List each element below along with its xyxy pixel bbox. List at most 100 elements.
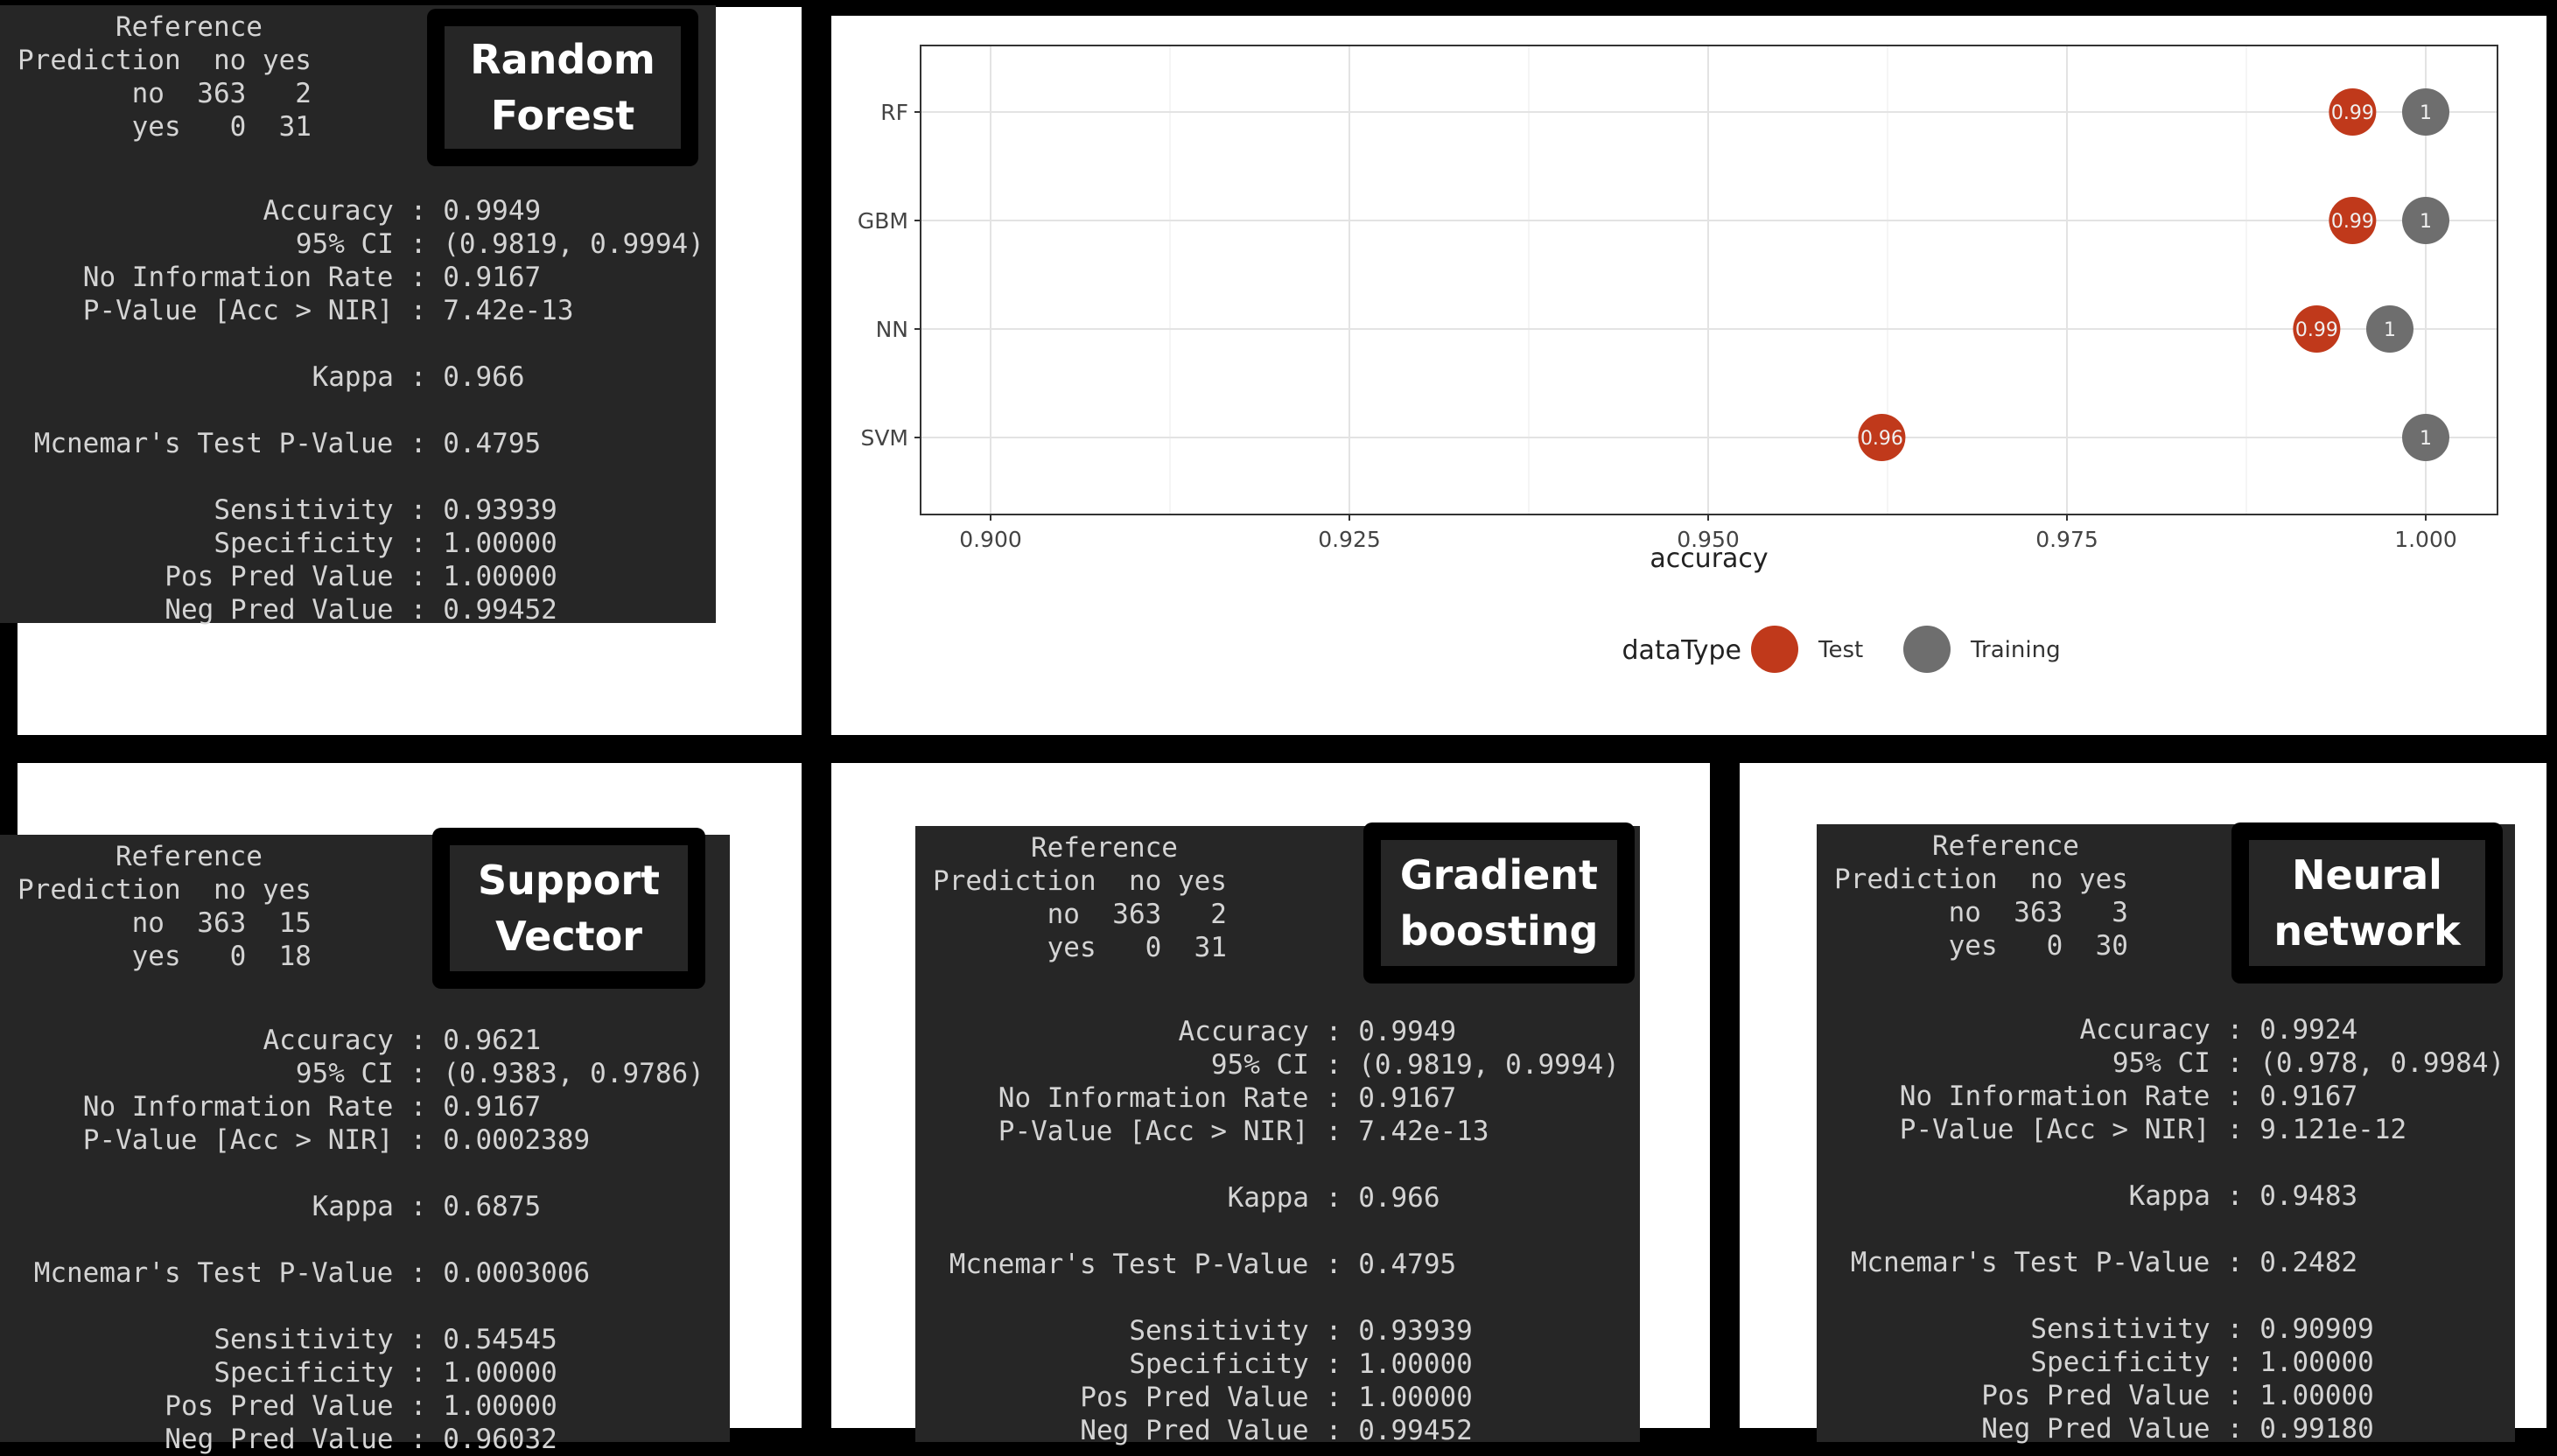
metric-separator: : bbox=[410, 561, 427, 592]
point-training bbox=[2402, 197, 2449, 244]
metric-label: Mcnemar's Test P-Value bbox=[949, 1249, 1309, 1280]
metric-label: Mcnemar's Test P-Value bbox=[33, 428, 394, 459]
point-label: 0.99 bbox=[2331, 211, 2374, 233]
console-line: no 363 2 bbox=[933, 899, 1227, 930]
legend-label-training: Training bbox=[1970, 637, 2061, 663]
metric-label: Sensitivity bbox=[2030, 1313, 2210, 1345]
console-line: Reference bbox=[18, 841, 263, 872]
metric-value: 9.121e-12 bbox=[2259, 1114, 2407, 1145]
x-tick-label: 0.925 bbox=[1318, 527, 1381, 552]
metric-label: P-Value [Acc > NIR] bbox=[1899, 1114, 2210, 1145]
panel-frame-chart bbox=[831, 16, 2546, 735]
metric-value: 0.4795 bbox=[443, 428, 542, 459]
metric-separator: : bbox=[410, 1058, 427, 1089]
metric-value: 1.00000 bbox=[2259, 1380, 2374, 1411]
metric-label: Accuracy bbox=[2079, 1014, 2210, 1046]
metric-value: 0.4795 bbox=[1358, 1249, 1457, 1280]
metric-label: No Information Rate bbox=[82, 1091, 394, 1123]
random-forest-label-box: Random Forest bbox=[427, 9, 698, 166]
console-line: no 363 2 bbox=[18, 78, 312, 109]
metric-value: 0.9483 bbox=[2259, 1180, 2358, 1212]
metric-value: (0.978, 0.9984) bbox=[2259, 1047, 2505, 1079]
console-line: Prediction no yes bbox=[1834, 864, 2128, 895]
metric-value: 1.00000 bbox=[2259, 1347, 2374, 1378]
metric-separator: : bbox=[1325, 1082, 1342, 1114]
metric-label: Accuracy bbox=[1178, 1016, 1309, 1047]
metric-value: 0.9167 bbox=[443, 1091, 542, 1123]
metric-separator: : bbox=[2226, 1413, 2244, 1445]
console-line: yes 0 31 bbox=[18, 111, 312, 143]
metric-value: (0.9819, 0.9994) bbox=[1358, 1049, 1620, 1081]
legend-label-test: Test bbox=[1818, 637, 1863, 663]
metric-separator: : bbox=[410, 494, 427, 526]
metric-value: 0.9167 bbox=[2259, 1081, 2358, 1112]
neural-network-label-box: Neural network bbox=[2231, 822, 2503, 984]
metric-label: Neg Pred Value bbox=[1080, 1415, 1309, 1446]
y-tick-label: SVM bbox=[860, 425, 908, 451]
point-training bbox=[2402, 88, 2449, 136]
metric-value: 0.0003006 bbox=[443, 1257, 591, 1289]
metric-separator: : bbox=[410, 262, 427, 293]
metric-value: 0.9167 bbox=[443, 262, 542, 293]
metric-value: 0.9167 bbox=[1358, 1082, 1457, 1114]
metric-value: 0.9924 bbox=[2259, 1014, 2358, 1046]
metric-label: Neg Pred Value bbox=[165, 1424, 394, 1455]
legend-swatch-test bbox=[1751, 626, 1798, 673]
metric-separator: : bbox=[410, 1091, 427, 1123]
x-axis-label: accuracy bbox=[1650, 543, 1768, 574]
console-line: Prediction no yes bbox=[18, 45, 312, 76]
metric-value: 0.93939 bbox=[1358, 1315, 1473, 1347]
metric-separator: : bbox=[410, 1357, 427, 1389]
point-label: 0.96 bbox=[1860, 428, 1903, 450]
metric-label: No Information Rate bbox=[82, 262, 394, 293]
metric-label: Kappa bbox=[2128, 1180, 2210, 1212]
metric-label: 95% CI bbox=[295, 228, 394, 260]
metric-label: Pos Pred Value bbox=[165, 1390, 394, 1422]
metric-separator: : bbox=[410, 1390, 427, 1422]
legend-swatch-training bbox=[1903, 626, 1951, 673]
metric-separator: : bbox=[410, 594, 427, 626]
metric-value: 0.966 bbox=[443, 361, 525, 393]
metric-label: P-Value [Acc > NIR] bbox=[998, 1116, 1309, 1147]
random-forest-console-output: Reference Prediction no yes no 363 2 yes … bbox=[0, 5, 716, 626]
metric-value: 0.9621 bbox=[443, 1025, 542, 1056]
metric-separator: : bbox=[2226, 1047, 2244, 1079]
point-training bbox=[2366, 305, 2413, 353]
data-points: 1 1 1 1 0.99 0.99 0.99 0.96 bbox=[1858, 88, 2449, 461]
metric-label: Sensitivity bbox=[214, 1324, 394, 1355]
y-axis-tick-labels: RF GBM NN SVM bbox=[858, 100, 921, 451]
y-tick-label: NN bbox=[876, 317, 908, 342]
point-test bbox=[1858, 414, 1906, 461]
support-vector-label-box: Support Vector bbox=[432, 828, 705, 989]
point-label: 1 bbox=[2420, 428, 2432, 450]
metric-label: Accuracy bbox=[263, 195, 394, 227]
metric-label: Kappa bbox=[312, 361, 394, 393]
metric-value: 0.99180 bbox=[2259, 1413, 2374, 1445]
metric-label: Kappa bbox=[312, 1191, 394, 1222]
y-tick-label: GBM bbox=[858, 208, 908, 234]
metric-label: 95% CI bbox=[295, 1058, 394, 1089]
metric-value: 0.6875 bbox=[443, 1191, 542, 1222]
metric-separator: : bbox=[410, 195, 427, 227]
metric-label: Sensitivity bbox=[214, 494, 394, 526]
metric-label: Mcnemar's Test P-Value bbox=[33, 1257, 394, 1289]
metric-label: P-Value [Acc > NIR] bbox=[82, 295, 394, 326]
legend: dataType Test Training bbox=[1622, 626, 2061, 673]
metric-separator: : bbox=[410, 1324, 427, 1355]
metric-label: Specificity bbox=[214, 1357, 394, 1389]
metric-value: 0.9949 bbox=[1358, 1016, 1457, 1047]
metric-separator: : bbox=[1325, 1315, 1342, 1347]
metric-label: Pos Pred Value bbox=[165, 561, 394, 592]
metric-value: 1.00000 bbox=[1358, 1348, 1473, 1380]
metric-separator: : bbox=[410, 228, 427, 260]
metric-separator: : bbox=[2226, 1014, 2244, 1046]
metric-label: Neg Pred Value bbox=[165, 594, 394, 626]
metric-label: Accuracy bbox=[263, 1025, 394, 1056]
console-line: Reference bbox=[933, 832, 1178, 864]
metric-separator: : bbox=[1325, 1049, 1342, 1081]
metric-separator: : bbox=[2226, 1081, 2244, 1112]
metric-value: 0.2482 bbox=[2259, 1247, 2358, 1278]
metric-value: 1.00000 bbox=[443, 528, 557, 559]
x-tick-label: 0.900 bbox=[959, 527, 1022, 552]
